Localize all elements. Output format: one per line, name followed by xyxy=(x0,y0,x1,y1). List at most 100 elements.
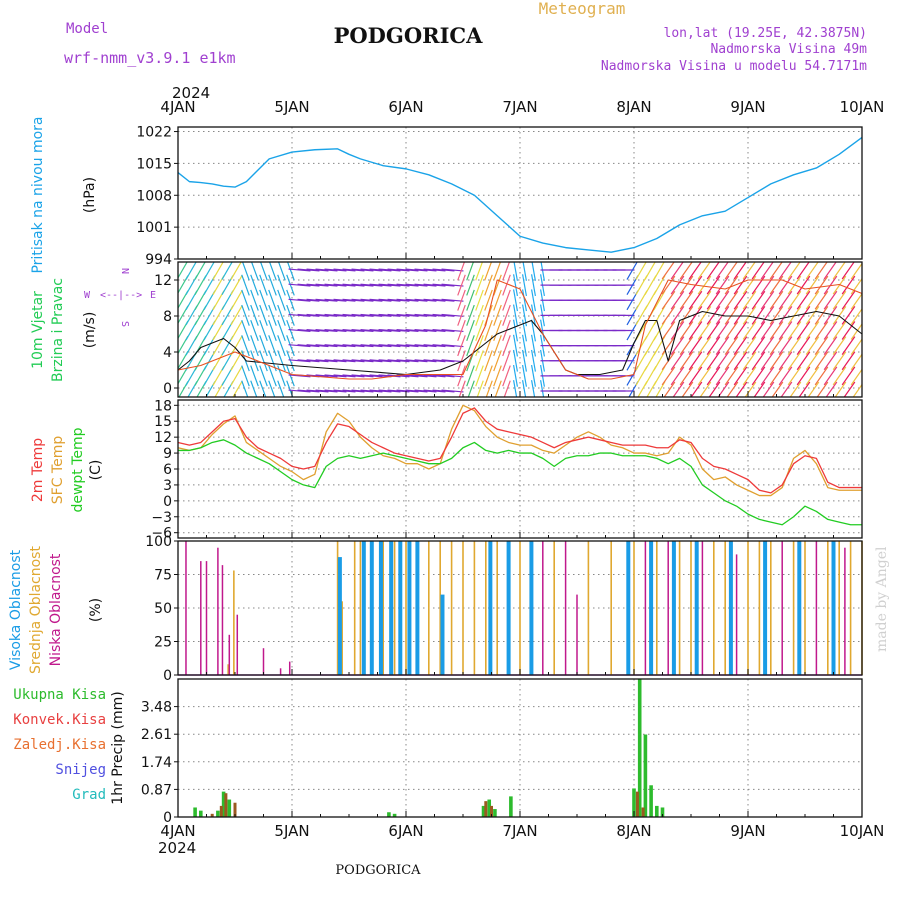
wind-vector xyxy=(241,304,250,326)
wind-vector xyxy=(342,268,365,272)
wind-vector xyxy=(699,381,712,397)
wind-vector xyxy=(733,336,748,355)
wind-vector xyxy=(475,274,484,296)
wind-vector xyxy=(432,313,455,317)
wind-vector xyxy=(250,350,259,372)
total-precip-bar xyxy=(199,810,203,817)
wind-vector xyxy=(494,380,502,397)
wind-vector xyxy=(814,366,829,386)
wind-vector xyxy=(259,350,268,372)
wind-vector xyxy=(663,381,676,397)
wind-vector xyxy=(441,359,464,363)
wind-vector xyxy=(733,366,748,386)
date-label-top: 10JAN xyxy=(840,98,885,116)
wind-vector xyxy=(771,381,784,397)
wind-vector xyxy=(670,366,685,386)
wind-vector xyxy=(268,304,277,326)
wind-vector xyxy=(457,335,466,357)
wind-vector xyxy=(679,290,694,310)
wind-vector xyxy=(531,262,537,281)
date-label-bottom: 7JAN xyxy=(502,822,537,840)
wind-vector xyxy=(715,262,729,280)
wind-vector xyxy=(742,366,757,386)
wind-vector xyxy=(194,262,206,280)
wind-vector xyxy=(690,381,703,397)
wind-vector xyxy=(432,344,455,348)
wind-vector xyxy=(484,289,493,311)
wind-compass: N <--|--> W E S xyxy=(84,268,156,327)
wind-vector xyxy=(351,359,374,363)
wind-vector xyxy=(823,262,837,280)
wind-vector xyxy=(814,275,829,295)
wind-vector xyxy=(324,328,347,333)
wind-vector xyxy=(387,268,410,272)
wind-vector xyxy=(769,306,784,325)
wind-vector xyxy=(333,389,356,393)
y-tick-label: 0 xyxy=(163,381,172,397)
wind-vector xyxy=(230,335,243,356)
wind-vector xyxy=(751,366,766,386)
page-subtitle: Meteogram xyxy=(539,0,626,18)
wind-vector xyxy=(432,359,455,363)
wind-vector xyxy=(277,289,286,311)
total-precip-bar xyxy=(392,813,397,817)
wind-vector xyxy=(414,389,437,393)
wind-vector xyxy=(315,283,338,287)
high-cloud-bar xyxy=(831,541,836,675)
wind-vector xyxy=(288,359,311,363)
wind-vector xyxy=(753,381,766,397)
wind-vector xyxy=(697,336,712,355)
y-tick-label: 4 xyxy=(163,345,172,361)
wind-vector xyxy=(351,374,374,378)
wind-vector xyxy=(653,305,666,326)
wind-vector xyxy=(778,306,793,325)
wind-vector xyxy=(679,306,694,325)
wind-vector xyxy=(679,321,694,340)
y-tick-label: 75 xyxy=(154,568,172,584)
wind-vector xyxy=(751,262,765,280)
wind-vector xyxy=(466,304,475,326)
wind-vector xyxy=(530,349,537,372)
wind-vector xyxy=(306,268,329,272)
wind-vector xyxy=(342,283,365,287)
wind-vector xyxy=(778,275,793,295)
wind-vector xyxy=(816,381,829,397)
panel-precip: 0 0.87 1.74 2.61 3.48 xyxy=(141,678,863,826)
high-cloud-bar xyxy=(728,541,733,675)
wind-vector xyxy=(503,380,511,397)
wind-vector xyxy=(530,334,537,357)
wind-vector xyxy=(414,313,437,317)
wind-vector xyxy=(697,306,712,325)
wind-vector xyxy=(277,380,285,397)
wind-vector xyxy=(661,275,676,295)
wind-vector xyxy=(250,335,259,357)
wind-vector xyxy=(715,290,730,310)
wind-vector xyxy=(457,274,466,296)
wind-vector xyxy=(414,283,437,287)
wind-vector xyxy=(787,290,802,310)
wind-vector xyxy=(679,351,694,371)
wind-vector xyxy=(778,336,793,355)
cloud-ylabel2: Srednja Oblacnost xyxy=(28,546,44,674)
wind-vector xyxy=(333,374,356,378)
compass-south: S xyxy=(119,321,130,327)
wind-vector xyxy=(762,381,775,397)
wind-vector xyxy=(778,262,792,280)
wind-vector xyxy=(333,298,356,302)
wind-vector xyxy=(441,389,464,393)
wind-vector xyxy=(635,262,647,280)
wind-vector xyxy=(742,275,757,295)
legend-frozen-precip: Zaledj.Kisa xyxy=(13,737,106,753)
wind-vector xyxy=(259,304,268,326)
wind-vector xyxy=(751,351,766,371)
wind-vector xyxy=(832,290,847,310)
wind-vector xyxy=(414,374,437,378)
wind-vector xyxy=(670,275,685,295)
wind-vector xyxy=(832,336,847,355)
date-label-top: 9JAN xyxy=(730,98,765,116)
wind-vector xyxy=(778,351,793,371)
wind-vector xyxy=(834,381,847,397)
wind-vector xyxy=(360,344,383,348)
wind-vector xyxy=(672,381,685,397)
wind-vector xyxy=(796,366,811,386)
